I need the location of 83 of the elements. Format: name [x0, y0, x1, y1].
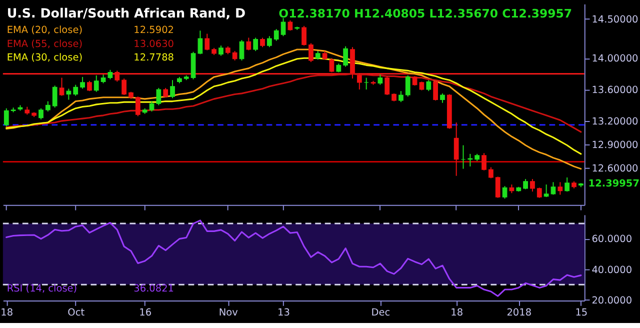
annotation: 36.0821 [134, 284, 174, 295]
text: EMA (30, close) [6, 52, 82, 64]
category-label: Dec [371, 308, 390, 319]
candlestick [364, 77, 369, 90]
candlestick [350, 46, 355, 80]
candlestick [356, 72, 362, 90]
candlestick [495, 176, 500, 198]
candlestick [260, 37, 265, 48]
candlestick [564, 176, 570, 192]
candlestick [253, 37, 258, 52]
candlestick [440, 92, 445, 104]
candlestick [163, 87, 168, 98]
category-label: 18 [450, 308, 464, 319]
candlestick [246, 37, 252, 51]
y-tick-label: 20.0000 [592, 295, 632, 306]
y-tick-label: 40.0000 [592, 264, 632, 276]
category-label: 13 [278, 308, 290, 319]
y-tick-label: 60.0000 [592, 234, 632, 246]
candlestick [218, 45, 224, 56]
annotation: 13.0630 [134, 38, 174, 50]
candlestick [4, 108, 9, 127]
candlestick [239, 40, 244, 61]
candlestick [80, 76, 85, 90]
candlestick [558, 182, 563, 196]
chart-title: U.S. Dollar/South African Rand, D [6, 6, 246, 21]
text: 12.39957 [588, 178, 640, 190]
text: EMA (20, close) [6, 25, 82, 36]
candlestick [288, 20, 293, 32]
candlestick [87, 80, 92, 92]
candlestick [94, 74, 99, 92]
candlestick [114, 70, 120, 82]
category-label: 18 [0, 308, 14, 319]
line-series [6, 73, 582, 133]
line-series [6, 48, 582, 170]
annotation: 12.7788 [134, 52, 174, 64]
candlestick [170, 80, 175, 99]
candlestick [426, 80, 432, 92]
candlestick [550, 182, 556, 196]
candlestick [302, 25, 306, 46]
candlestick [502, 186, 508, 200]
annotation: 12.5902 [134, 25, 174, 36]
candlestick [482, 152, 486, 171]
candlestick [52, 85, 58, 108]
candlestick [536, 187, 542, 198]
category-label: 15 [575, 308, 588, 319]
y-tick-label: 13.60000 [592, 84, 638, 96]
candlestick [343, 46, 348, 68]
candlestick [398, 90, 404, 103]
candlestick [266, 36, 272, 48]
candlestick [544, 184, 549, 198]
candlestick [122, 78, 127, 96]
y-tick-label: 13.20000 [592, 116, 638, 128]
chart-subtitle: O12.38170 H12.40805 L12.35670 C12.39957 [278, 6, 572, 21]
candlestick [38, 108, 44, 120]
candlestick [308, 42, 314, 63]
y-tick-label: 12.90000 [592, 140, 638, 151]
y-tick-label: 14.50000 [592, 14, 638, 26]
category-label: 2018 [506, 308, 532, 319]
candlestick [73, 84, 78, 96]
candlestick [66, 88, 72, 100]
category-label: Oct [68, 308, 85, 319]
candlestick [274, 28, 279, 42]
y-tick-label: 14.00000 [592, 54, 638, 65]
candlestick [405, 74, 410, 98]
line-series [6, 220, 582, 297]
candlestick [329, 58, 334, 73]
candlestick [454, 122, 459, 176]
candlestick [135, 96, 140, 117]
candlestick [204, 33, 210, 51]
candlestick [232, 50, 238, 61]
category-label: Nov [218, 308, 238, 319]
candlestick [384, 76, 390, 96]
y-tick-label: 12.60000 [592, 163, 638, 174]
candlestick [156, 87, 162, 106]
candlestick [433, 80, 438, 101]
candlestick [530, 178, 535, 192]
text: EMA (55, close) [6, 38, 82, 50]
candlestick [45, 100, 50, 112]
candlestick [280, 18, 286, 37]
category-label: 16 [139, 308, 152, 319]
candlestick [378, 74, 383, 86]
text: RSI (14, close) [6, 284, 78, 295]
candlestick [59, 77, 64, 96]
